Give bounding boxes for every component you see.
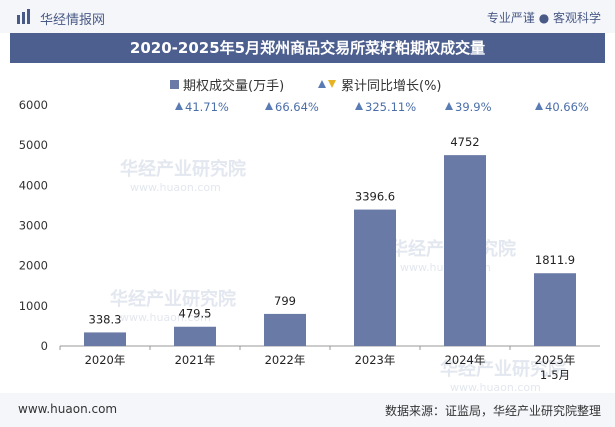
x-tick-label: 2020年 [85, 353, 126, 367]
x-tick-label: 2025年 [535, 353, 576, 367]
y-tick-label: 0 [41, 339, 48, 353]
bar [84, 332, 126, 346]
footer-url: www.huaon.com [18, 402, 118, 416]
legend-growth-down-icon [328, 80, 336, 88]
y-tick-label: 3000 [19, 219, 48, 233]
brand-logo-icon [17, 9, 30, 24]
growth-up-icon [175, 102, 183, 110]
bar [174, 326, 216, 346]
bar [444, 155, 486, 346]
x-tick-label: 2021年 [175, 353, 216, 367]
x-tick-label: 2023年 [355, 353, 396, 367]
growth-label: 41.71% [185, 100, 229, 114]
growth-label: 66.64% [275, 100, 319, 114]
x-tick-label: 2022年 [265, 353, 306, 367]
y-tick-label: 2000 [19, 259, 48, 273]
watermark-url: www.huaon.com [120, 311, 211, 324]
growth-up-icon [265, 102, 273, 110]
bar-value-label: 3396.6 [355, 190, 395, 204]
slogan: 专业严谨 ● 客观科学 [486, 11, 601, 25]
bar [354, 209, 396, 346]
watermark-url: www.huaon.com [450, 381, 541, 393]
footer-source: 数据来源：证监局，华经产业研究院整理 [384, 404, 601, 418]
growth-label: 40.66% [545, 100, 589, 114]
legend-growth-up-icon [318, 80, 326, 88]
watermark-name: 华经产业研究院 [440, 358, 566, 380]
x-tick-label: 2024年 [445, 353, 486, 367]
bar-value-label: 338.3 [89, 312, 122, 326]
watermark-url: www.huaon.com [130, 181, 221, 194]
growth-label: 325.11% [365, 100, 416, 114]
growth-up-icon [355, 102, 363, 110]
bar-value-label: 479.5 [179, 307, 212, 321]
y-tick-label: 6000 [19, 98, 48, 112]
chart-title: 2020-2025年5月郑州商品交易所菜籽粕期权成交量 [10, 33, 605, 63]
growth-up-icon [445, 102, 453, 110]
legend-bar-swatch [170, 80, 179, 89]
y-tick-label: 5000 [19, 138, 48, 152]
y-tick-label: 4000 [19, 178, 48, 192]
top-bar [0, 0, 615, 33]
watermark-name: 华经产业研究院 [120, 158, 246, 180]
bar [264, 313, 306, 346]
y-tick-label: 1000 [19, 299, 48, 313]
footer [0, 393, 615, 427]
growth-label: 39.9% [455, 100, 492, 114]
watermark-name: 华经产业研究院 [110, 288, 236, 310]
brand-name: 华经情报网 [40, 13, 106, 28]
x-tick-label: 1-5月 [540, 368, 570, 382]
legend-bar-label: 期权成交量(万手) [183, 79, 285, 94]
bar-value-label: 4752 [450, 135, 479, 149]
legend-growth-label: 累计同比增长(%) [341, 79, 442, 94]
bar-value-label: 799 [274, 294, 296, 308]
growth-up-icon [535, 102, 543, 110]
bar [534, 273, 576, 346]
chart-area: 华经产业研究院www.huaon.com华经产业研究院www.huaon.com… [19, 98, 600, 393]
bar-value-label: 1811.9 [535, 253, 575, 267]
